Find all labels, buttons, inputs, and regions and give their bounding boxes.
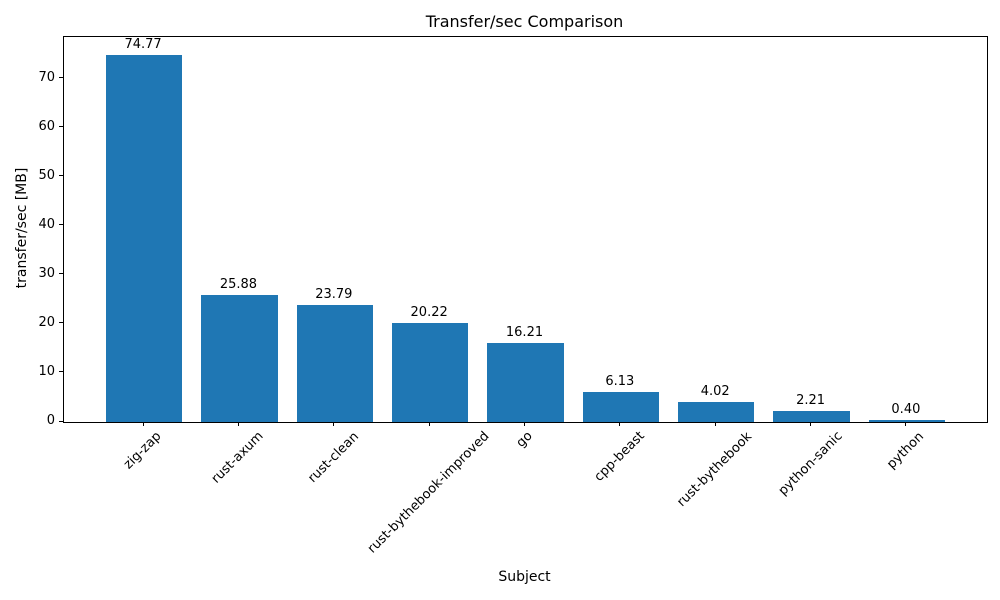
x-tick-label: rust-axum	[209, 429, 267, 487]
x-tick-label: python	[884, 428, 927, 472]
x-tick-label: rust-bythebook	[674, 428, 756, 510]
plot-area	[63, 36, 988, 423]
y-tick-label: 60	[38, 118, 55, 134]
x-tick-mark	[237, 422, 239, 426]
x-tick-mark	[619, 422, 621, 426]
bar-value-label: 4.02	[700, 384, 730, 400]
y-tick-label: 50	[38, 167, 55, 183]
x-tick-mark	[714, 422, 716, 426]
bar	[773, 411, 850, 422]
bar	[487, 342, 564, 422]
bar-value-label: 0.40	[891, 402, 921, 418]
y-tick-label: 10	[38, 363, 55, 379]
chart-title: Transfer/sec Comparison	[425, 12, 624, 31]
x-tick-label: cpp-beast	[591, 428, 648, 486]
bar-value-label: 25.88	[219, 277, 258, 293]
bar-value-label: 6.13	[605, 373, 635, 389]
bar	[868, 420, 946, 422]
y-tick-mark	[59, 77, 63, 79]
y-tick-mark	[59, 371, 63, 373]
x-tick-mark	[428, 422, 430, 426]
x-tick-label: python-sanic	[775, 429, 846, 499]
x-tick-mark	[142, 422, 144, 426]
y-tick-mark	[59, 322, 63, 324]
bar	[201, 295, 278, 422]
y-tick-mark	[59, 273, 63, 275]
bar	[678, 402, 755, 422]
bar	[392, 322, 469, 422]
x-tick-label: zig-zap	[121, 428, 165, 473]
bar-value-label: 74.77	[124, 37, 162, 53]
x-tick-label: go	[513, 428, 536, 451]
y-tick-label: 40	[38, 216, 55, 232]
x-tick-label: rust-bythebook-improved	[365, 428, 493, 557]
x-axis-label: Subject	[498, 569, 551, 585]
bar	[105, 55, 183, 422]
y-tick-label: 20	[38, 314, 55, 330]
y-tick-mark	[59, 420, 63, 422]
bar-value-label: 16.21	[505, 324, 544, 340]
y-tick-label: 0	[46, 413, 55, 428]
x-tick-mark	[524, 422, 525, 426]
y-tick-mark	[59, 224, 63, 226]
y-tick-mark	[59, 175, 63, 177]
bar	[296, 305, 373, 422]
y-tick-label: 30	[38, 265, 55, 281]
bar-value-label: 23.79	[315, 287, 353, 303]
bar-value-label: 20.22	[410, 304, 448, 320]
x-tick-mark	[333, 422, 335, 426]
x-tick-mark	[810, 422, 812, 426]
x-tick-mark	[905, 422, 907, 426]
y-tick-label: 70	[38, 69, 55, 85]
y-tick-mark	[59, 126, 63, 128]
x-tick-label: rust-clean	[305, 428, 362, 486]
bar-value-label: 2.21	[796, 393, 826, 409]
bar	[582, 391, 659, 422]
